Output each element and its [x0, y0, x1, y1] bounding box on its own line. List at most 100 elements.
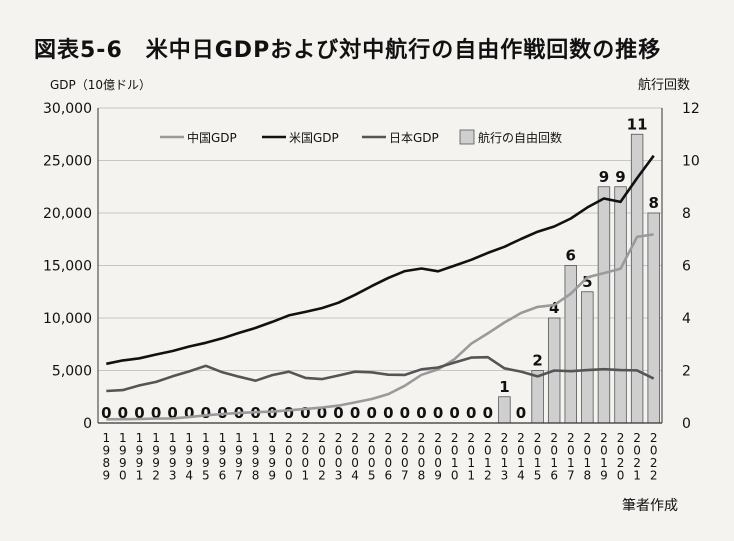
left-axis-label: GDP（10億ドル） — [50, 78, 151, 92]
bar-data-label: 0 — [267, 404, 277, 422]
bar-data-label: 11 — [627, 115, 648, 133]
right-tick-label: 8 — [682, 206, 691, 222]
source-note: 筆者作成 — [622, 498, 678, 514]
right-axis-label: 航行回数 — [638, 77, 690, 93]
left-tick-label: 0 — [83, 416, 92, 432]
bar — [647, 212, 660, 424]
left-tick-labels: 0 5,000 10,000 15,000 20,000 25,000 30,000 — [43, 101, 92, 432]
bar — [597, 186, 611, 424]
bar-data-label: 0 — [201, 404, 211, 422]
bar-data-label: 0 — [118, 404, 128, 422]
bar-data-label: 0 — [433, 404, 443, 422]
right-tick-label: 2 — [682, 364, 691, 380]
left-tick-label: 25,000 — [43, 154, 92, 170]
bar-data-label: 0 — [101, 404, 111, 422]
figure-title: 図表5-6 米中日GDPおよび対中航行の自由作戦回数の推移 — [34, 38, 662, 63]
legend-label: 中国GDP — [187, 130, 237, 145]
left-tick-label: 10,000 — [43, 311, 92, 327]
bar-data-label: 0 — [151, 404, 161, 422]
right-tick-label: 4 — [682, 311, 691, 327]
line-日本GDP — [106, 355, 655, 393]
legend: 中国GDP 米国GDP 日本GDP 航行の自由回数 — [160, 129, 562, 145]
right-tick-labels: 0 2 4 6 8 10 12 — [682, 101, 700, 432]
bar-data-label: 0 — [350, 404, 360, 422]
bar-data-label: 0 — [134, 404, 144, 422]
bar-data-label: 0 — [483, 404, 493, 422]
bar-data-label: 0 — [400, 404, 410, 422]
line-中国GDP — [106, 233, 654, 421]
line-series — [106, 154, 655, 421]
bar-data-label: 0 — [516, 404, 526, 422]
bar-data-label: 0 — [449, 404, 459, 422]
bar-data-label: 0 — [466, 404, 476, 422]
gridlines — [98, 107, 662, 371]
bar — [531, 370, 544, 424]
left-tick-label: 5,000 — [52, 364, 92, 380]
left-tick-label: 15,000 — [43, 259, 92, 275]
bar-data-label: 8 — [648, 194, 658, 212]
bar-data-label: 5 — [582, 273, 592, 291]
bar-data-label: 0 — [167, 404, 177, 422]
axes — [97, 108, 663, 424]
bar-data-label: 6 — [566, 247, 576, 265]
bar-data-label: 0 — [184, 404, 194, 422]
legend-swatch — [459, 129, 475, 145]
bar — [498, 396, 511, 424]
bar-data-label: 0 — [317, 404, 327, 422]
bar-data-label: 0 — [300, 404, 310, 422]
bar — [614, 186, 627, 424]
bar-data-label: 0 — [333, 404, 343, 422]
right-tick-label: 12 — [682, 101, 700, 117]
bar-data-label: 0 — [416, 404, 426, 422]
right-tick-label: 10 — [682, 154, 700, 170]
bar-data-label: 4 — [549, 299, 559, 317]
right-tick-label: 0 — [682, 416, 691, 432]
legend-label: 米国GDP — [289, 131, 339, 145]
line-米国GDP — [106, 154, 655, 366]
bar-data-label: 1 — [499, 378, 509, 396]
legend-label: 航行の自由回数 — [478, 130, 562, 145]
bar-series — [498, 133, 660, 424]
bar — [581, 291, 594, 424]
left-tick-label: 30,000 — [43, 101, 92, 117]
bar-data-label: 0 — [383, 404, 393, 422]
right-tick-label: 6 — [682, 259, 691, 275]
legend-label: 日本GDP — [389, 131, 439, 145]
bar-data-label: 9 — [599, 168, 609, 186]
bar-data-label: 0 — [284, 404, 294, 422]
bar-data-label: 9 — [615, 168, 625, 186]
